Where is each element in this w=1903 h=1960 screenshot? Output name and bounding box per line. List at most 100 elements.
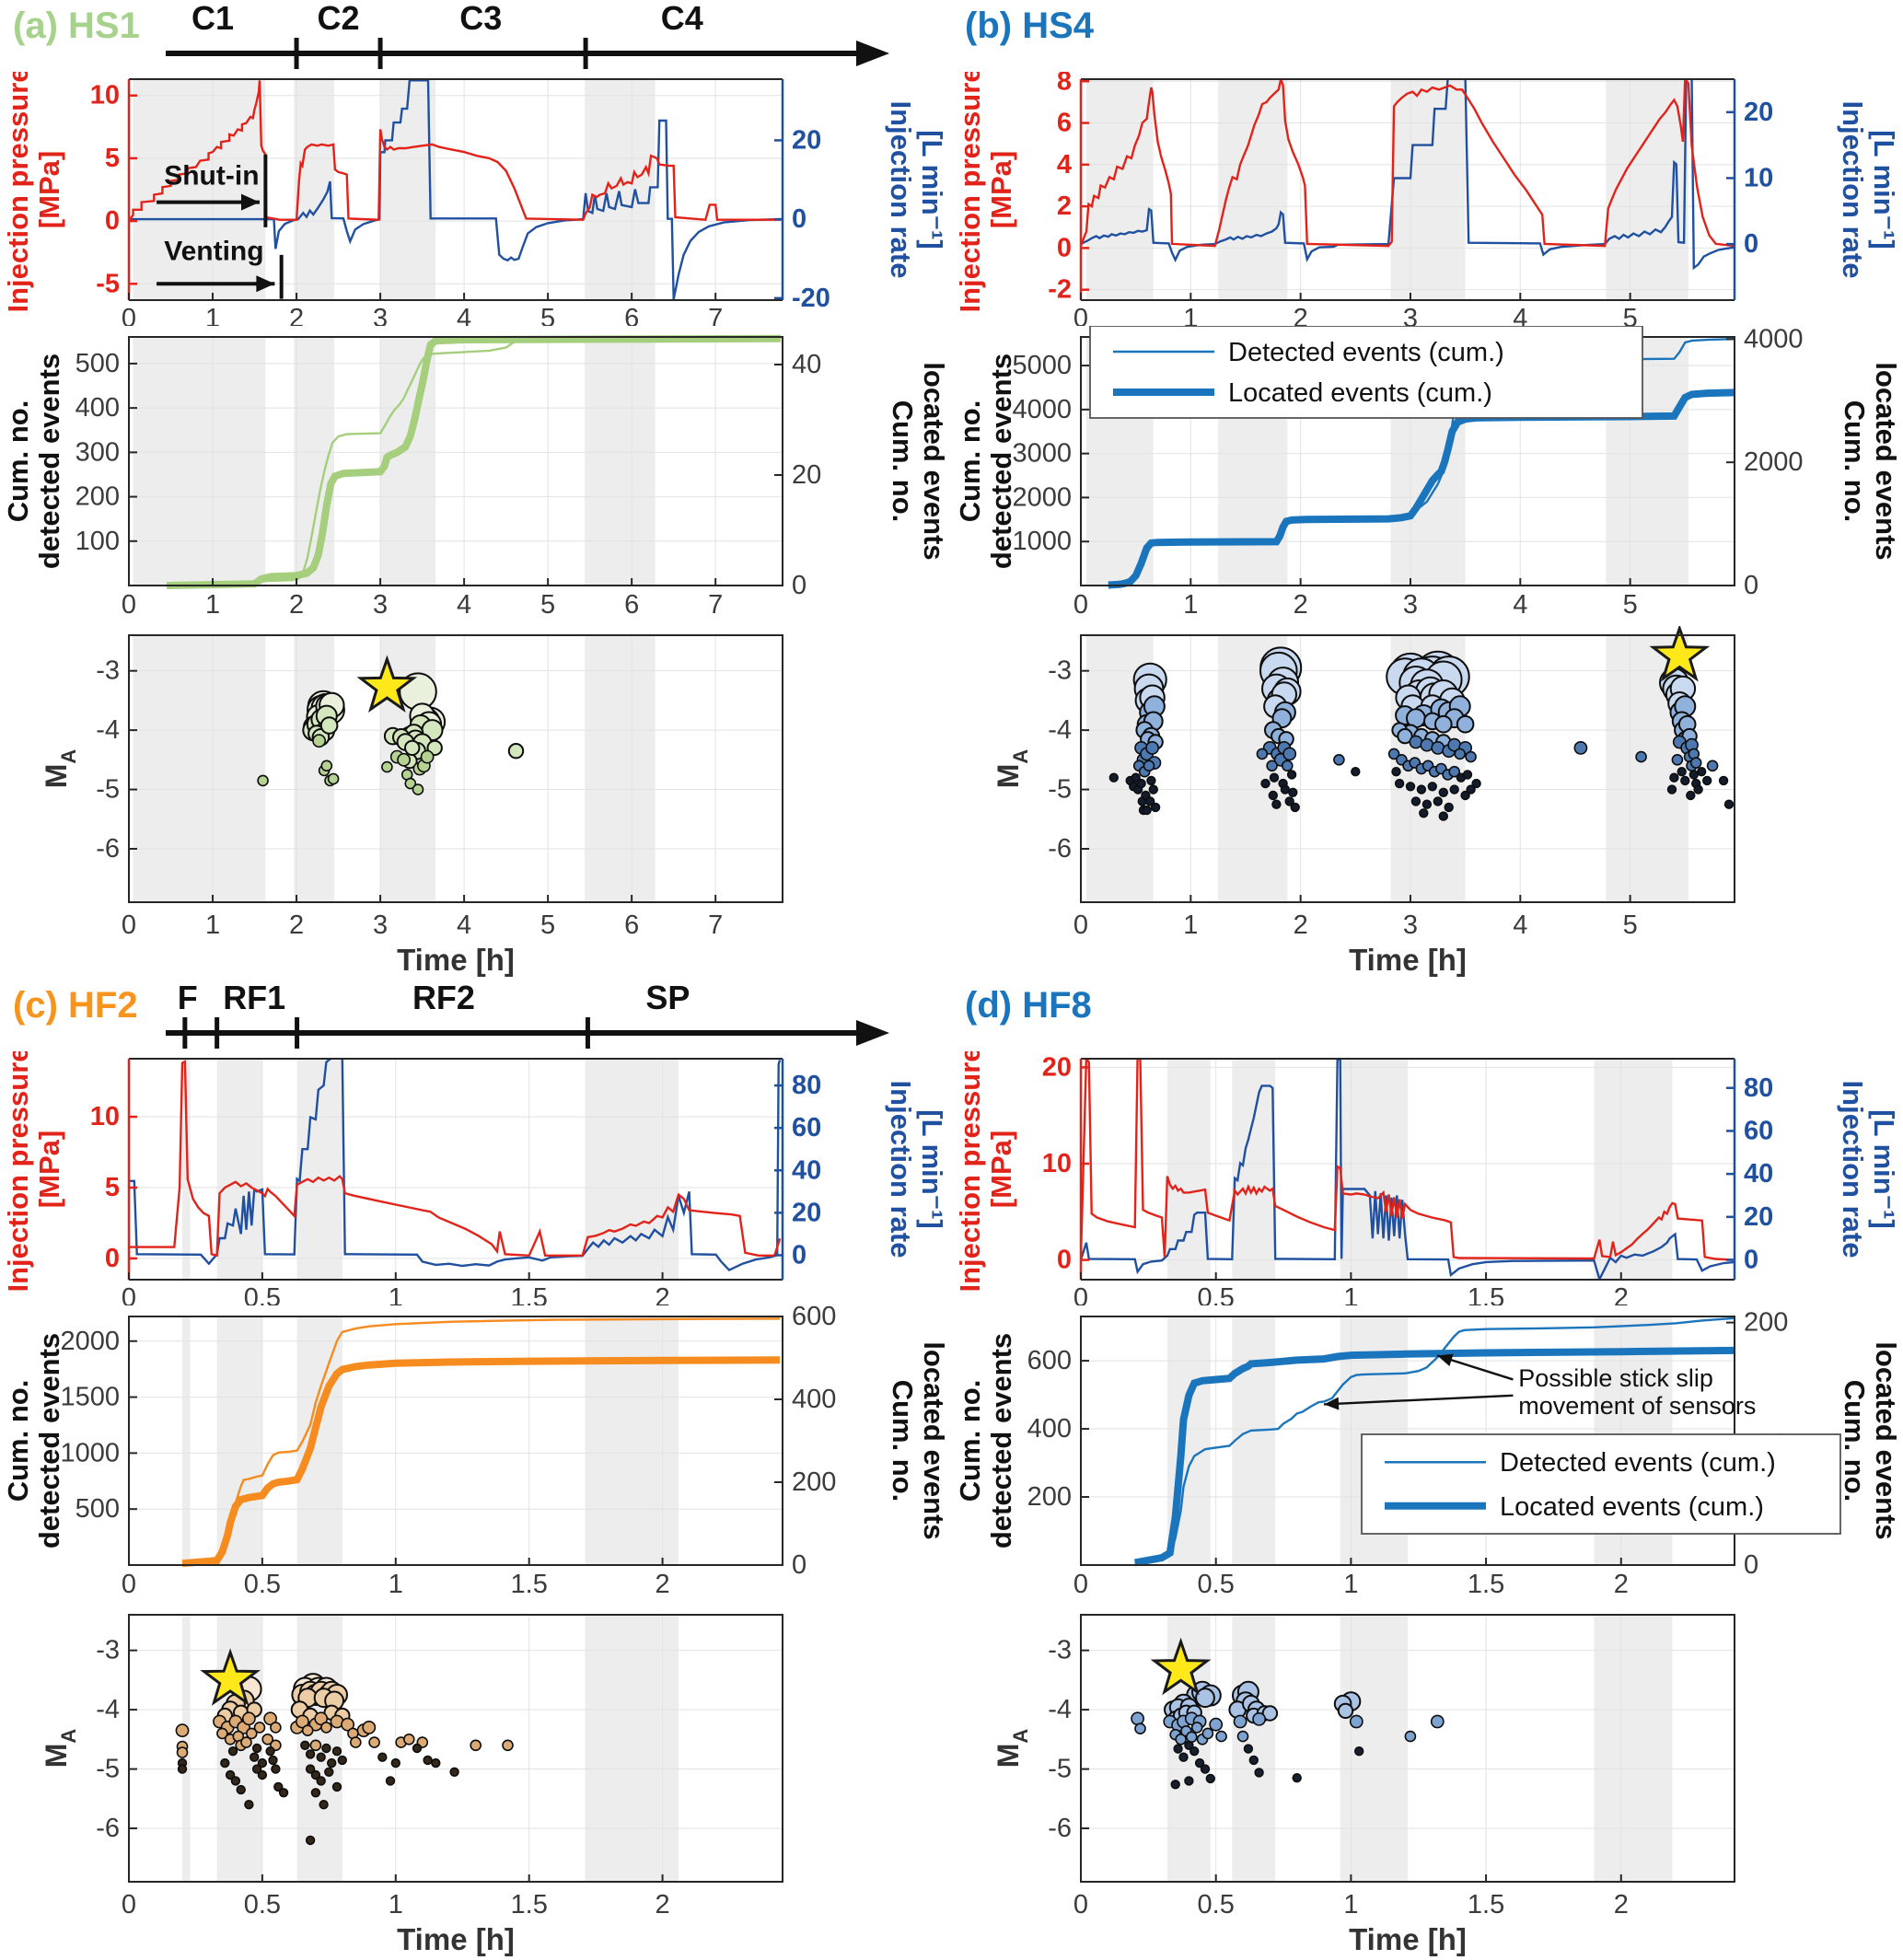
injection-phase-band bbox=[585, 1316, 679, 1565]
svg-text:20: 20 bbox=[1744, 98, 1773, 127]
svg-text:5: 5 bbox=[540, 910, 555, 940]
seismic-event-marker bbox=[1669, 772, 1679, 783]
phase-arrowhead-icon bbox=[856, 41, 889, 66]
svg-text:10: 10 bbox=[1042, 1149, 1072, 1178]
seismic-event-marker bbox=[1266, 760, 1278, 772]
svg-text:200: 200 bbox=[1744, 1308, 1788, 1338]
svg-text:2: 2 bbox=[656, 1890, 670, 1919]
injection-phase-band bbox=[1232, 1316, 1276, 1565]
svg-text:5: 5 bbox=[1623, 304, 1638, 326]
svg-text:3: 3 bbox=[1403, 910, 1418, 940]
svg-text:detected events: detected events bbox=[985, 354, 1017, 569]
svg-text:Cum. no.: Cum. no. bbox=[887, 1380, 919, 1502]
seismic-event-marker bbox=[1466, 784, 1476, 794]
injection-pressure-series bbox=[1081, 1059, 1735, 1261]
svg-text:Injection rate: Injection rate bbox=[1837, 1081, 1869, 1258]
svg-text:4: 4 bbox=[457, 590, 471, 620]
seismic-event-marker bbox=[1184, 1740, 1194, 1751]
seismic-event-marker bbox=[324, 1767, 334, 1778]
seismic-event-marker bbox=[1281, 760, 1294, 772]
seismic-event-marker bbox=[1723, 799, 1735, 809]
svg-text:0: 0 bbox=[1073, 304, 1088, 326]
seismic-event-marker bbox=[337, 1755, 347, 1766]
seismic-event-marker bbox=[240, 1736, 252, 1748]
seismic-event-marker bbox=[316, 1752, 326, 1762]
seismic-event-marker bbox=[177, 1764, 188, 1774]
seismic-event-marker bbox=[1185, 1731, 1198, 1744]
seismic-event-marker bbox=[1409, 735, 1423, 749]
svg-text:located events: located events bbox=[1870, 1341, 1902, 1539]
panel-title-hs1: (a) HS1 bbox=[13, 6, 140, 46]
pressure-rate-chart-c: 0 5 10 0 20 40 60 80 0 0.5 1 1.5 2 Injection pressure… bbox=[2, 1051, 948, 1305]
seismic-event-marker bbox=[1680, 775, 1690, 786]
svg-text:5: 5 bbox=[105, 144, 120, 173]
magnitude-chart-b: -6 -5 -4 -3 0 1 2 3 4 5 MA Time [h] bbox=[992, 626, 1735, 977]
svg-text:40: 40 bbox=[1744, 1159, 1773, 1189]
injection-phase-band bbox=[1340, 1615, 1408, 1882]
svg-text:1: 1 bbox=[205, 304, 220, 326]
seismic-event-marker bbox=[257, 1769, 268, 1780]
svg-text:Cum. no.: Cum. no. bbox=[887, 400, 919, 523]
svg-text:2000: 2000 bbox=[1012, 482, 1072, 512]
svg-text:Injection pressure: Injection pressure bbox=[2, 72, 34, 313]
seismic-event-marker bbox=[310, 1769, 321, 1780]
seismic-event-marker bbox=[331, 1781, 342, 1792]
injection-phase-band bbox=[296, 1059, 342, 1280]
seismic-event-marker bbox=[1134, 1722, 1146, 1734]
svg-text:0.5: 0.5 bbox=[244, 1570, 281, 1599]
svg-text:2: 2 bbox=[1614, 1283, 1629, 1305]
time-axis-label: Time [h] bbox=[397, 1922, 515, 1956]
svg-text:3000: 3000 bbox=[1012, 439, 1072, 469]
svg-text:2: 2 bbox=[656, 1283, 670, 1305]
svg-text:Cum. no.: Cum. no. bbox=[1839, 1380, 1871, 1502]
stick-slip-annotation: Possible stick slip bbox=[1518, 1364, 1713, 1392]
svg-text:1: 1 bbox=[389, 1890, 403, 1919]
seismic-event-marker bbox=[1434, 714, 1453, 734]
legend: Detected events (cum.) Located events (cu… bbox=[1089, 326, 1643, 419]
seismic-event-marker bbox=[1146, 775, 1156, 786]
svg-text:3: 3 bbox=[373, 304, 388, 326]
detected-events-series bbox=[166, 337, 782, 586]
svg-text:located events: located events bbox=[918, 1341, 950, 1539]
seismic-event-marker bbox=[1269, 772, 1280, 783]
svg-text:1: 1 bbox=[389, 1570, 403, 1599]
seismic-event-marker bbox=[241, 1711, 256, 1726]
seismic-event-marker bbox=[412, 783, 424, 795]
seismic-event-marker bbox=[1252, 1712, 1266, 1726]
seismic-event-marker bbox=[1449, 784, 1459, 794]
seismic-event-marker bbox=[236, 1784, 246, 1795]
phase-arrowhead-icon bbox=[856, 1020, 889, 1046]
seismic-event-marker bbox=[1233, 1714, 1247, 1729]
svg-text:2: 2 bbox=[656, 1570, 670, 1599]
seismic-event-marker bbox=[1456, 714, 1475, 734]
svg-text:Cum. no.: Cum. no. bbox=[2, 1380, 34, 1502]
injection-phase-band bbox=[1232, 1615, 1276, 1882]
seismic-event-marker bbox=[1433, 796, 1443, 806]
seismic-event-marker bbox=[1145, 796, 1155, 806]
svg-text:-3: -3 bbox=[1048, 1636, 1072, 1665]
svg-text:0.5: 0.5 bbox=[1198, 1890, 1235, 1919]
svg-text:-6: -6 bbox=[96, 834, 120, 864]
seismic-event-marker bbox=[1419, 808, 1429, 818]
svg-text:0: 0 bbox=[1744, 571, 1758, 600]
seismic-event-marker bbox=[1701, 775, 1712, 786]
magnitude-axis-label: MA bbox=[40, 749, 80, 789]
injection-rate-series bbox=[129, 1059, 782, 1272]
svg-text:located events: located events bbox=[1870, 362, 1902, 560]
seismic-event-marker bbox=[253, 1722, 266, 1734]
svg-text:Injection rate: Injection rate bbox=[1837, 101, 1869, 279]
svg-text:10: 10 bbox=[90, 1102, 120, 1131]
seismic-event-marker bbox=[1448, 765, 1461, 778]
seismic-event-marker bbox=[251, 1743, 262, 1754]
seismic-event-marker bbox=[175, 1723, 190, 1738]
seismic-event-marker bbox=[249, 1752, 260, 1762]
seismic-event-marker bbox=[321, 1743, 331, 1754]
legend-detected-label: Detected events (cum.) bbox=[1500, 1448, 1776, 1478]
seismic-event-marker bbox=[1292, 1773, 1302, 1783]
phase-timeline-c: F RF1 RF2 SP bbox=[166, 980, 889, 1049]
svg-text:2: 2 bbox=[1614, 1570, 1629, 1599]
svg-text:400: 400 bbox=[792, 1385, 836, 1414]
